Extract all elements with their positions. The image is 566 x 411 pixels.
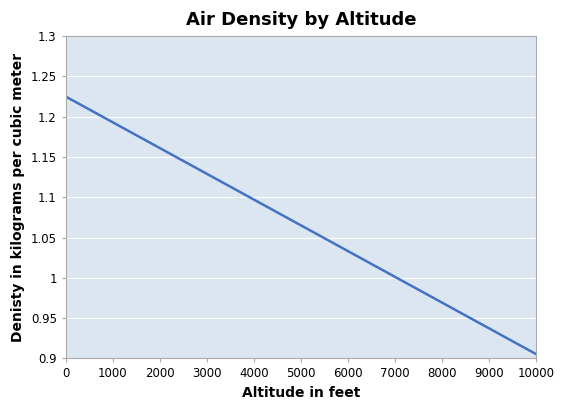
X-axis label: Altitude in feet: Altitude in feet [242, 386, 361, 400]
Y-axis label: Denisty in kilograms per cubic meter: Denisty in kilograms per cubic meter [11, 53, 25, 342]
Title: Air Density by Altitude: Air Density by Altitude [186, 11, 417, 29]
